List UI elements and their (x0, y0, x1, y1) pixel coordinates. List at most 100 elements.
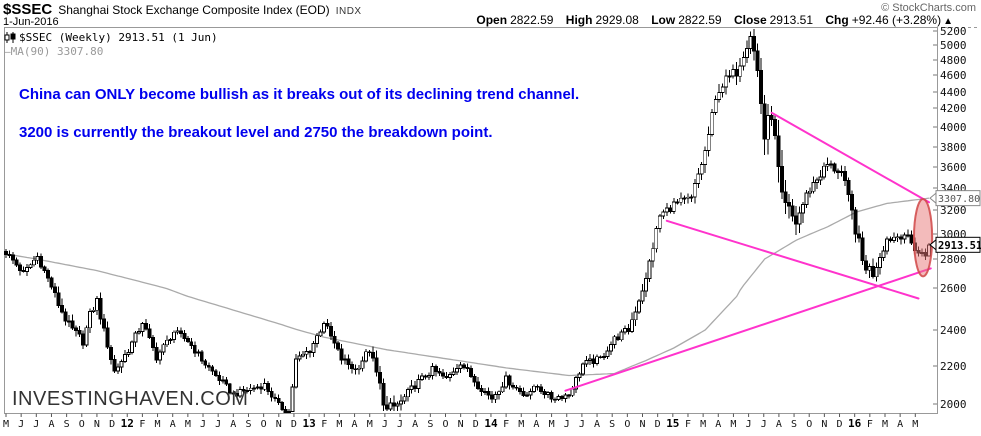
change-value: +92.46 (+3.28%) (851, 13, 942, 27)
svg-text:M: M (3, 419, 9, 430)
open-label: Open (476, 13, 508, 27)
svg-text:12: 12 (121, 417, 134, 430)
svg-text:3600: 3600 (940, 161, 967, 174)
close-price-callout: 2913.51 (929, 236, 981, 253)
svg-text:5200: 5200 (940, 25, 967, 38)
watermark: INVESTINGHAVEN.COM (12, 388, 249, 410)
svg-text:M: M (700, 419, 706, 430)
svg-text:N: N (639, 419, 645, 430)
x-axis: M J J A S O N D 12 F M A M J J A S O N D 13 F M A M J J A S O N D 14 F M A M… (3, 413, 918, 430)
svg-text:J: J (397, 419, 403, 430)
candlestick-icon (4, 32, 16, 43)
up-triangle-icon: ▲ (943, 16, 953, 27)
svg-text:J: J (200, 419, 206, 430)
svg-text:O: O (442, 419, 448, 430)
svg-text:3200: 3200 (940, 204, 967, 217)
svg-text:J: J (746, 419, 752, 430)
svg-text:A: A (48, 419, 54, 430)
svg-text:A: A (776, 419, 782, 430)
svg-text:D: D (655, 419, 661, 430)
svg-text:S: S (609, 419, 615, 430)
exchange-label: INDX (335, 6, 362, 17)
svg-text:F: F (139, 419, 145, 430)
chart-title: Shanghai Stock Exchange Composite Index … (58, 3, 330, 17)
svg-text:J: J (579, 419, 585, 430)
rising-support (564, 267, 932, 392)
svg-text:F: F (321, 419, 327, 430)
candles-layer (4, 29, 931, 413)
y-axis: 2000220024002600280030003200340036003800… (933, 25, 967, 411)
declining-channel-resistance (770, 111, 930, 204)
svg-text:J: J (33, 419, 39, 430)
open-value: 2822.59 (510, 13, 554, 27)
svg-text:A: A (594, 419, 600, 430)
svg-text:A: A (533, 419, 539, 430)
trendlines (564, 111, 932, 392)
svg-text:N: N (94, 419, 100, 430)
ohlc-quote-row: Open 2822.59 High 2929.08 Low 2822.59 Close… (476, 13, 953, 27)
ma-price-callout: 3307.80 (929, 190, 981, 207)
svg-text:A: A (230, 419, 236, 430)
svg-text:13: 13 (302, 417, 315, 430)
chart-header: $SSEC Shanghai Stock Exchange Composite I… (3, 1, 362, 19)
svg-text:N: N (821, 419, 827, 430)
highlight-ellipse (912, 198, 934, 278)
svg-text:2913.51: 2913.51 (938, 240, 981, 252)
svg-text:F: F (685, 419, 691, 430)
svg-text:M: M (367, 419, 373, 430)
svg-text:J: J (564, 419, 570, 430)
svg-text:4400: 4400 (940, 86, 967, 99)
svg-text:15: 15 (666, 417, 679, 430)
ma90-line (5, 197, 930, 377)
svg-text:D: D (473, 419, 479, 430)
svg-text:D: D (291, 419, 297, 430)
svg-text:J: J (18, 419, 24, 430)
svg-text:2200: 2200 (940, 360, 967, 373)
annotation-line-2: 3200 is currently the breakout level and… (19, 124, 493, 141)
close-label: Close (733, 13, 767, 27)
svg-text:O: O (624, 419, 630, 430)
svg-text:M: M (155, 419, 161, 430)
high-value: 2929.08 (595, 13, 639, 27)
svg-text:F: F (503, 419, 509, 430)
svg-text:2400: 2400 (940, 324, 967, 337)
svg-text:4000: 4000 (940, 121, 967, 134)
svg-text:5000: 5000 (940, 39, 967, 52)
svg-text:S: S (427, 419, 433, 430)
svg-text:2000: 2000 (940, 398, 967, 411)
high-label: High (565, 13, 593, 27)
svg-text:3307.80: 3307.80 (938, 194, 980, 205)
svg-text:N: N (276, 419, 282, 430)
svg-text:M: M (185, 419, 191, 430)
svg-text:J: J (215, 419, 221, 430)
svg-text:3800: 3800 (940, 141, 967, 154)
svg-text:D: D (109, 419, 115, 430)
ma-legend-label: MA(90) 3307.80 (10, 45, 104, 58)
series-legend: $SSEC (Weekly) 2913.51 (1 Jun) (4, 31, 218, 44)
svg-text:N: N (458, 419, 464, 430)
svg-text:A: A (897, 419, 903, 430)
svg-text:M: M (882, 419, 888, 430)
svg-text:A: A (352, 419, 358, 430)
change-label: Chg (825, 13, 849, 27)
svg-text:M: M (336, 419, 342, 430)
svg-text:2600: 2600 (940, 282, 967, 295)
low-value: 2822.59 (678, 13, 722, 27)
svg-text:A: A (412, 419, 418, 430)
svg-text:16: 16 (848, 417, 862, 430)
svg-text:14: 14 (484, 417, 498, 430)
svg-text:A: A (715, 419, 721, 430)
svg-text:M: M (912, 419, 918, 430)
svg-text:4600: 4600 (940, 69, 967, 82)
svg-text:O: O (806, 419, 812, 430)
svg-text:4800: 4800 (940, 54, 967, 67)
svg-text:A: A (170, 419, 176, 430)
svg-text:M: M (518, 419, 524, 430)
close-value: 2913.51 (769, 13, 814, 27)
plot-frame (4, 27, 938, 414)
annotation-line-1: China can ONLY become bullish as it brea… (19, 86, 580, 103)
svg-text:M: M (549, 419, 555, 430)
svg-text:M: M (730, 419, 736, 430)
